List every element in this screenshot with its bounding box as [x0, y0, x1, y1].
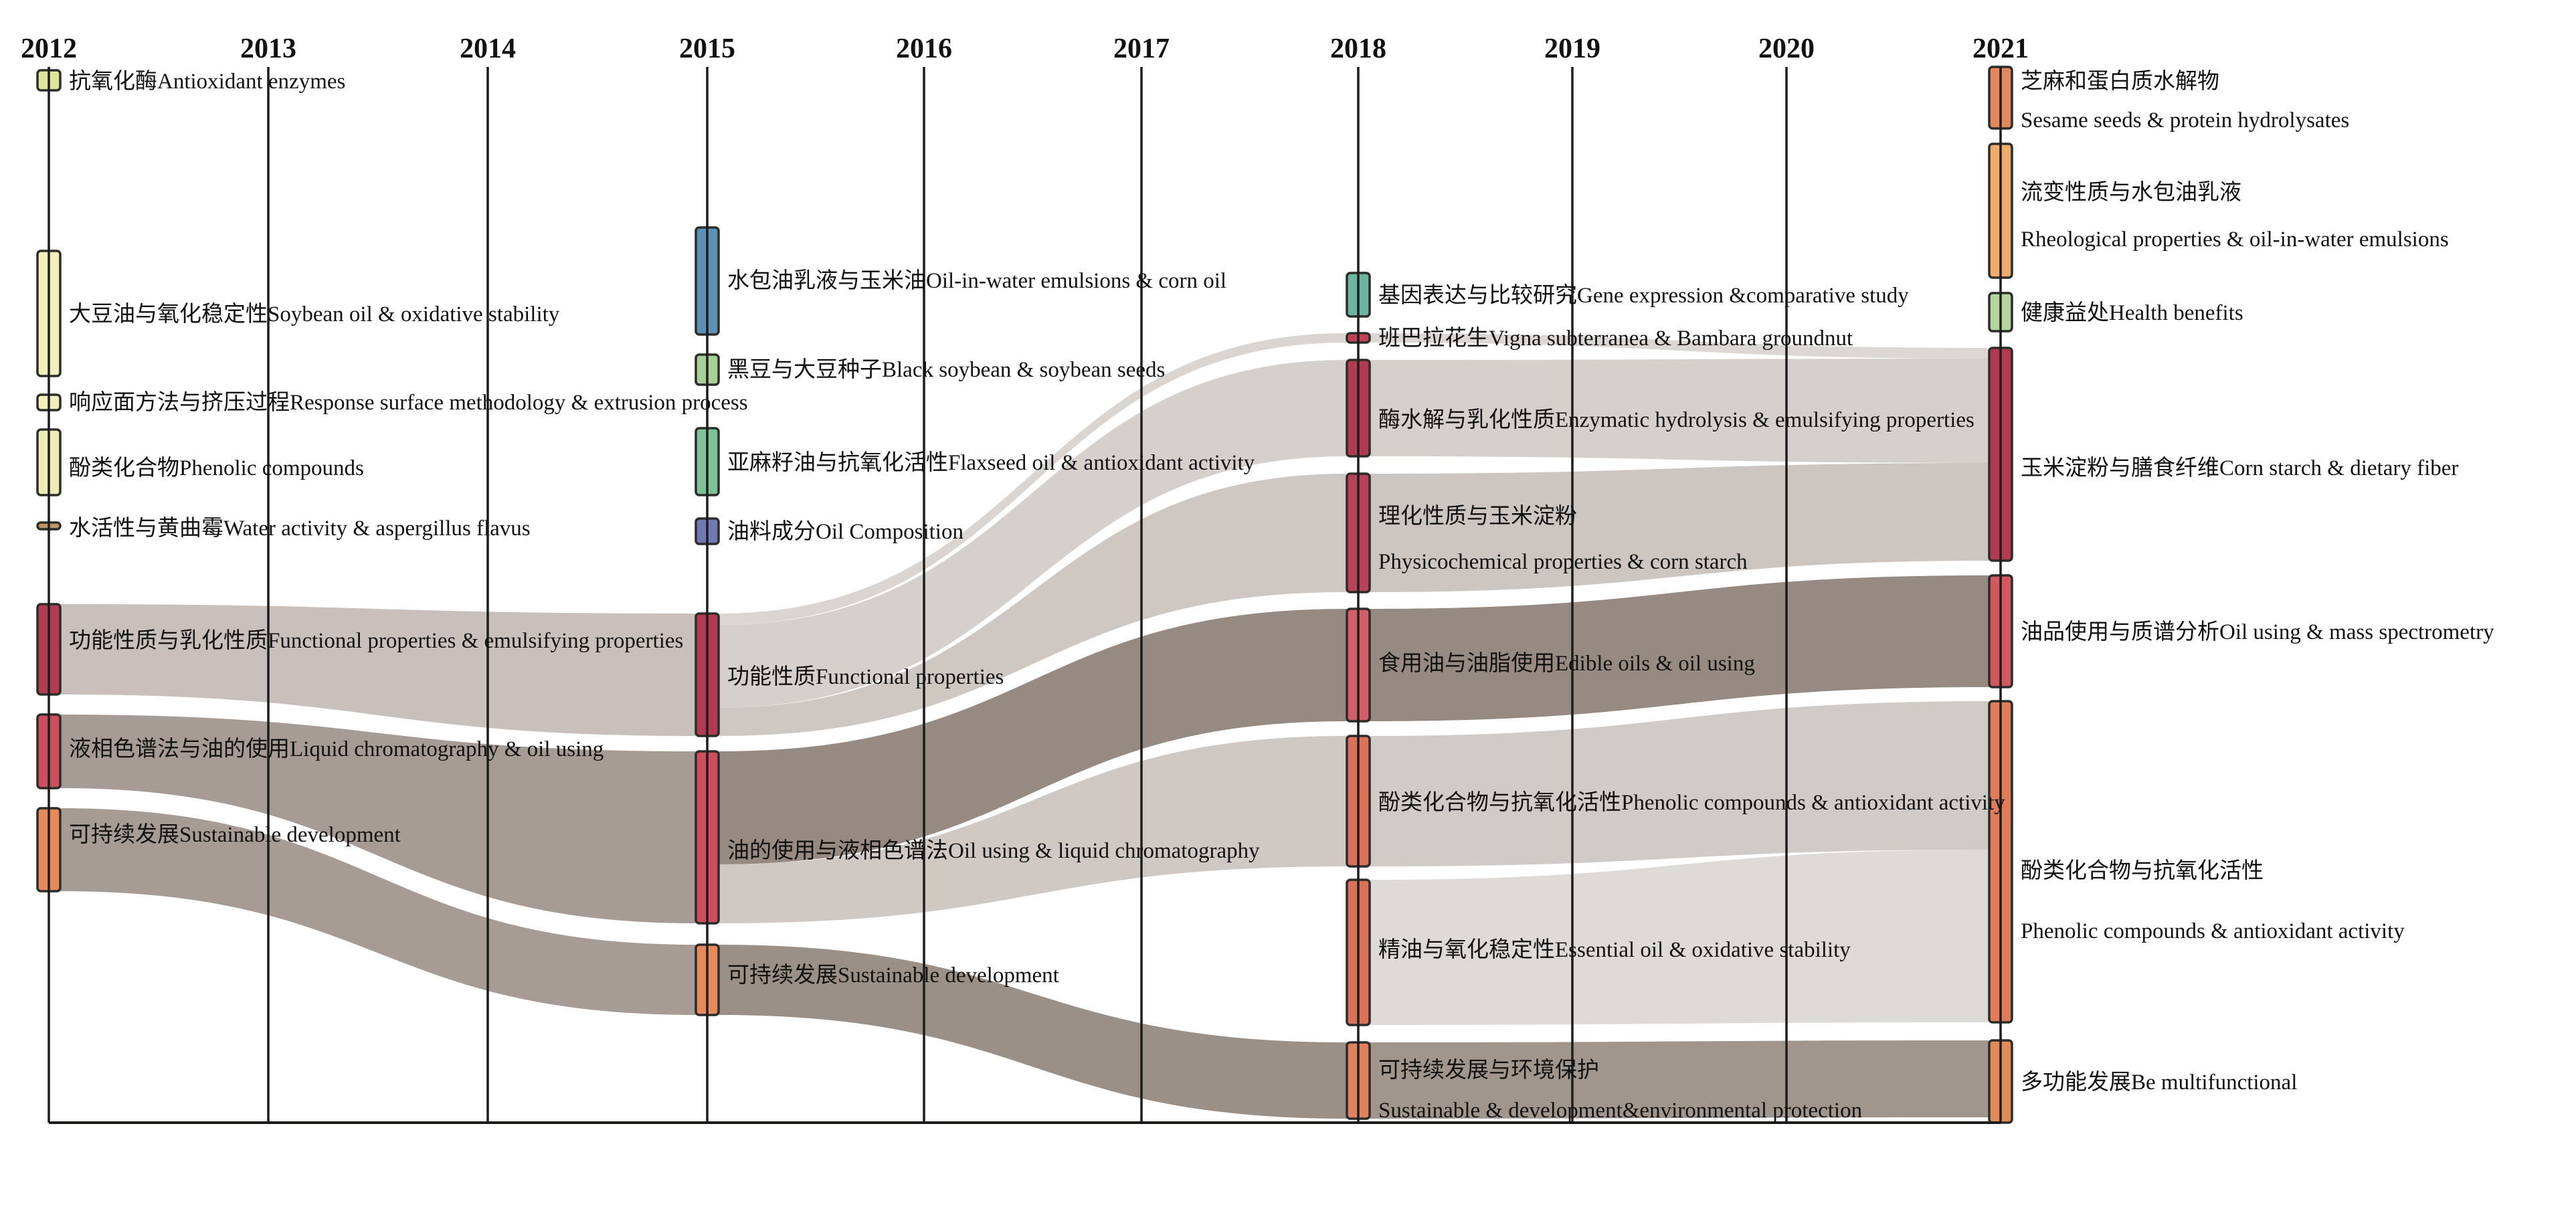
- flow-functional-emulsifying-2012--functional-properties-2015: [60, 604, 696, 736]
- label-phenolic-antioxidant-2021-line2: Phenolic compounds & antioxidant activit…: [2021, 919, 2405, 943]
- label-phenolic-antioxidant-2021-line1: 酚类化合物与抗氧化活性: [2021, 858, 2264, 883]
- label-health-benefits-2021: 健康益处Health benefits: [2021, 300, 2243, 325]
- flow-bambara-groundnut-2018--corn-starch-fiber-2021: [1370, 333, 1989, 359]
- label-physicochemical-corn-starch-2018-line1: 理化性质与玉米淀粉: [1378, 504, 1577, 529]
- flow-edible-oils-2018--oil-using-ms-2021: [1370, 575, 1989, 721]
- label-edible-oils-2018: 食用油与油脂使用Edible oils & oil using: [1378, 651, 1755, 676]
- label-rheological-emulsions-2021-line1: 流变性质与水包油乳液: [2021, 180, 2241, 205]
- label-liquid-chromatography-2012: 液相色谱法与油的使用Liquid chromatography & oil us…: [69, 737, 604, 761]
- label-oil-using-ms-2021: 油品使用与质谱分析Oil using & mass spectrometry: [2021, 620, 2494, 644]
- year-label-2021: 2021: [1972, 33, 2029, 64]
- label-response-surface: 响应面方法与挤压过程Response surface methodology &…: [69, 390, 748, 415]
- flow-functional-properties-2015--enzymatic-hydrolysis-2018: [719, 360, 1347, 708]
- year-label-2012: 2012: [21, 33, 77, 64]
- label-sustainable-development-2012: 可持续发展Sustainable development: [69, 822, 401, 847]
- label-physicochemical-corn-starch-2018-line2: Physicochemical properties & corn starch: [1378, 550, 1748, 574]
- flow-physicochemical-corn-starch-2018--corn-starch-fiber-2021: [1370, 463, 1989, 592]
- year-label-2013: 2013: [240, 33, 296, 64]
- label-sustainable-environmental-2018-line2: Sustainable & development&environmental …: [1378, 1099, 1862, 1123]
- topic-labels: 抗氧化酶Antioxidant enzymes 大豆油与氧化稳定性Soybean …: [69, 69, 2494, 1123]
- flow-phenolic-antioxidant-2018--phenolic-antioxidant-2021: [1370, 701, 1989, 866]
- label-sesame-protein-2021-line1: 芝麻和蛋白质水解物: [2021, 69, 2219, 94]
- flow-essential-oil-2018--phenolic-antioxidant-2021: [1370, 850, 1989, 1025]
- year-label-2015: 2015: [679, 33, 735, 64]
- label-sesame-protein-2021-line2: Sesame seeds & protein hydrolysates: [2021, 108, 2349, 132]
- flow-functional-properties-2015--physicochemical-corn-starch-2018: [719, 474, 1347, 736]
- flow-sustainable-environmental-2018--multifunctional-2021: [1370, 1040, 1989, 1119]
- flow-functional-properties-2015--bambara-groundnut-2018: [719, 333, 1347, 625]
- label-functional-properties-2015: 功能性质Functional properties: [727, 664, 1004, 689]
- label-phenolic-compounds-2012: 酚类化合物Phenolic compounds: [69, 456, 364, 480]
- label-oil-in-water-emulsions-2015: 水包油乳液与玉米油Oil-in-water emulsions & corn o…: [727, 268, 1226, 293]
- label-soybean-oil-stability: 大豆油与氧化稳定性Soybean oil & oxidative stabili…: [69, 302, 560, 326]
- label-oil-using-lc-2015: 油的使用与液相色谱法Oil using & liquid chromatogra…: [727, 838, 1260, 863]
- label-multifunctional-2021: 多功能发展Be multifunctional: [2021, 1070, 2297, 1095]
- label-black-soybean-2015: 黑豆与大豆种子Black soybean & soybean seeds: [727, 357, 1165, 382]
- label-sustainable-development-2015: 可持续发展Sustainable development: [727, 963, 1059, 988]
- label-enzymatic-hydrolysis-2018: 酶水解与乳化性质Enzymatic hydrolysis & emulsifyi…: [1378, 407, 1974, 432]
- label-phenolic-antioxidant-2018: 酚类化合物与抗氧化活性Phenolic compounds & antioxid…: [1378, 790, 2005, 815]
- label-flaxseed-oil-2015: 亚麻籽油与抗氧化活性Flaxseed oil & antioxidant act…: [727, 450, 1255, 475]
- label-antioxidant-enzymes: 抗氧化酶Antioxidant enzymes: [69, 69, 345, 94]
- flow-liquid-chromatography-2012--oil-using-lc-2015: [60, 715, 696, 923]
- flow-oil-using-lc-2015--edible-oils-2018: [719, 609, 1347, 864]
- label-essential-oil-2018: 精油与氧化稳定性Essential oil & oxidative stabil…: [1378, 937, 1851, 962]
- flow-sustainable-development-2012--sustainable-development-2015: [60, 808, 696, 1015]
- label-bambara-groundnut-2018: 班巴拉花生Vigna subterranea & Bambara groundn…: [1378, 326, 1853, 351]
- label-functional-emulsifying-2012: 功能性质与乳化性质Functional properties & emulsif…: [69, 628, 683, 653]
- year-label-2014: 2014: [460, 33, 516, 64]
- year-label-2018: 2018: [1330, 33, 1386, 64]
- label-corn-starch-fiber-2021: 玉米淀粉与膳食纤维Corn starch & dietary fiber: [2021, 456, 2458, 480]
- year-label-2020: 2020: [1758, 33, 1815, 64]
- year-label-2016: 2016: [896, 33, 952, 64]
- flow-ribbons: [60, 333, 1989, 1119]
- label-rheological-emulsions-2021-line2: Rheological properties & oil-in-water em…: [2021, 227, 2449, 252]
- flow-sustainable-development-2015--sustainable-environmental-2018: [719, 945, 1347, 1119]
- label-oil-composition-2015: 油料成分Oil Composition: [727, 519, 963, 544]
- flow-enzymatic-hydrolysis-2018--corn-starch-fiber-2021: [1370, 359, 1989, 463]
- label-sustainable-environmental-2018-line1: 可持续发展与环境保护: [1378, 1058, 1599, 1083]
- label-gene-expression-2018: 基因表达与比较研究Gene expression &comparative st…: [1378, 283, 1909, 308]
- flow-oil-using-lc-2015--phenolic-antioxidant-2018: [719, 736, 1347, 923]
- year-labels: 2012 2013 2014 2015 2016 2017 2018 2019 2020 2021: [21, 33, 2029, 64]
- year-label-2017: 2017: [1113, 33, 1170, 64]
- label-water-activity: 水活性与黄曲霉Water activity & aspergillus flav…: [69, 516, 531, 541]
- year-label-2019: 2019: [1544, 33, 1600, 64]
- year-axes: [48, 67, 2002, 1124]
